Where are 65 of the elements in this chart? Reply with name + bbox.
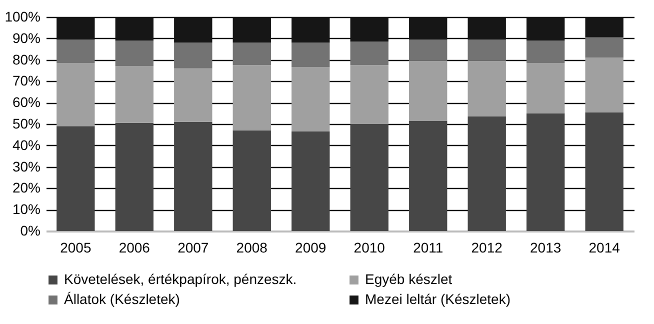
- bar: [174, 17, 212, 43]
- x-tick-label: 2010: [354, 240, 386, 256]
- bar: [350, 124, 388, 231]
- y-tick-label: 20%: [12, 180, 40, 196]
- bar: [115, 40, 154, 66]
- y-tick-label: 0%: [20, 222, 40, 238]
- y-tick-label: 80%: [12, 51, 40, 68]
- bar: [526, 17, 565, 41]
- bar: [174, 68, 212, 122]
- bar: [292, 17, 330, 43]
- bar: [585, 112, 624, 231]
- y-tick-label: 60%: [12, 94, 40, 110]
- bar: [350, 17, 388, 42]
- bar: [350, 42, 388, 66]
- x-tick-label: 2014: [588, 240, 620, 256]
- bar: [409, 39, 448, 61]
- bar: [232, 130, 271, 231]
- bar: [585, 17, 624, 38]
- bar: [115, 17, 154, 41]
- legend-label: Egyéb készlet: [365, 271, 452, 287]
- y-tick-label: 50%: [12, 116, 40, 132]
- x-tick-label: 2013: [530, 240, 562, 256]
- x-tick-label: 2009: [295, 240, 326, 256]
- y-tick-label: 90%: [12, 30, 40, 46]
- bar: [526, 63, 565, 114]
- bar: [174, 122, 212, 231]
- bar: [292, 131, 330, 231]
- x-tick-label: 2008: [236, 240, 268, 256]
- legend-label: Állatok (Készletek): [64, 291, 180, 307]
- x-tick-label: 2006: [118, 240, 150, 256]
- bar: [468, 60, 506, 117]
- bar: [56, 39, 95, 64]
- bar: [468, 116, 506, 231]
- bar: [468, 17, 506, 40]
- bar: [115, 66, 154, 123]
- bar: [585, 37, 624, 58]
- x-tick-label: 2005: [60, 240, 92, 256]
- x-tick-label: 2012: [471, 240, 503, 256]
- bar: [232, 42, 271, 66]
- bar: [350, 65, 388, 124]
- bar: [409, 17, 448, 40]
- x-tick-label: 2011: [413, 240, 444, 256]
- bar: [292, 42, 330, 68]
- y-tick-label: 10%: [12, 201, 40, 218]
- bar: [409, 60, 448, 121]
- bar: [56, 126, 95, 231]
- bar: [292, 67, 330, 132]
- legend-label: Követelések, értékpapírok, pénzeszk.: [64, 271, 297, 287]
- y-tick-label: 100%: [4, 8, 40, 24]
- y-tick-label: 70%: [12, 72, 40, 89]
- bar: [115, 122, 154, 231]
- y-tick-label: 40%: [12, 136, 40, 153]
- bar: [56, 17, 95, 40]
- bar: [468, 39, 506, 61]
- y-tick-label: 30%: [12, 158, 40, 174]
- x-tick-label: 2007: [178, 240, 209, 256]
- bar: [409, 120, 448, 231]
- bar: [174, 42, 212, 68]
- bar: [526, 40, 565, 64]
- bar: [585, 58, 624, 112]
- legend-label: Mezei leltár (Készletek): [365, 291, 510, 307]
- bar: [526, 113, 565, 231]
- bar: [56, 63, 95, 126]
- bar: [232, 65, 271, 130]
- bar: [232, 17, 271, 43]
